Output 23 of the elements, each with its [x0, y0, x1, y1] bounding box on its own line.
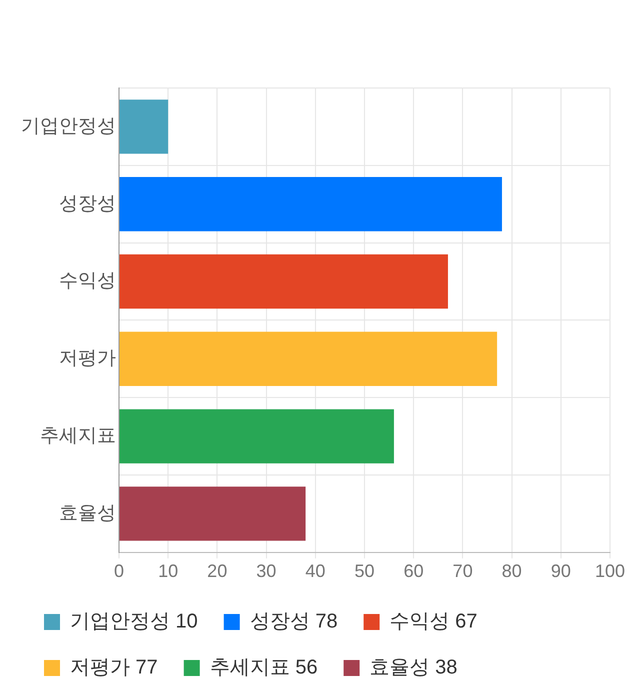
x-tick-label: 30	[256, 561, 276, 582]
x-tick-label: 0	[114, 561, 124, 582]
x-tick-label: 50	[354, 561, 375, 582]
y-tick-label: 수익성	[59, 270, 116, 292]
x-tick-label: 60	[404, 561, 424, 582]
y-tick-label: 기업안정성	[21, 116, 116, 137]
x-tick-label: 40	[305, 561, 326, 582]
x-tick-label: 70	[452, 561, 473, 582]
legend-label: 추세지표 56	[210, 656, 318, 679]
x-tick-label: 90	[550, 561, 571, 582]
legend-label: 저평가 77	[70, 656, 158, 679]
y-tick-label: 효율성	[59, 502, 116, 524]
x-tick-label: 80	[502, 561, 522, 582]
x-tick-label: 20	[207, 561, 228, 582]
x-tick-label: 10	[158, 561, 178, 582]
y-tick-label: 저평가	[59, 348, 116, 370]
x-tick-label: 100	[594, 561, 626, 582]
legend-label: 성장성 78	[250, 610, 338, 633]
legend-label: 효율성 38	[370, 656, 458, 679]
y-tick-label: 성장성	[59, 193, 116, 214]
legend-label: 기업안정성 10	[70, 610, 198, 633]
legend-label: 수익성 67	[390, 610, 478, 633]
y-tick-label: 추세지표	[40, 426, 116, 447]
